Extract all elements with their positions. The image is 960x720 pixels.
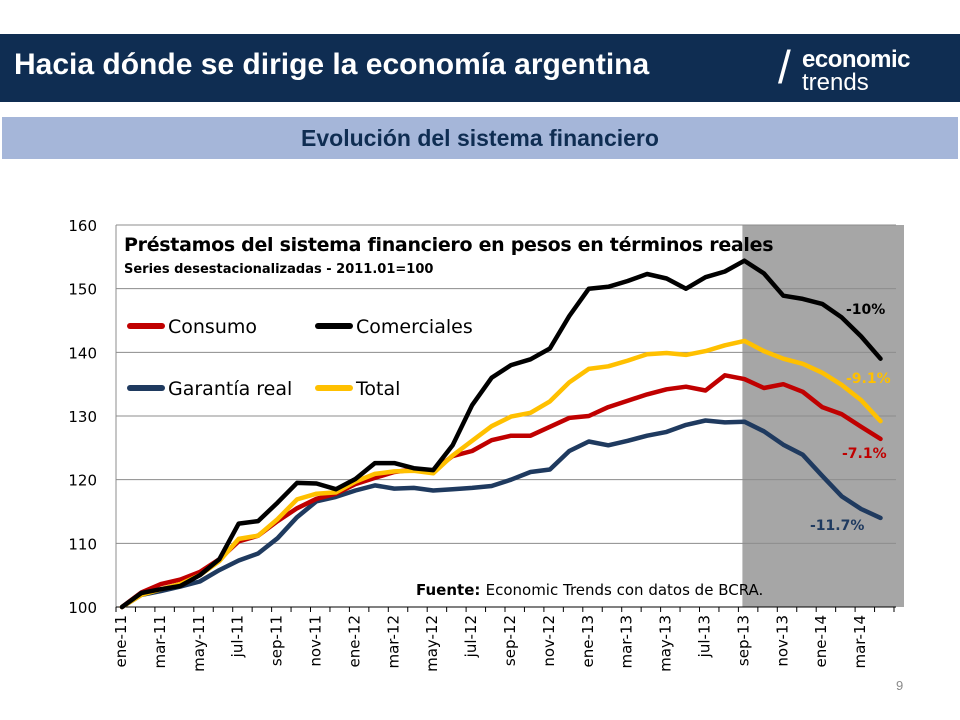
series-line-total [119,338,883,610]
x-tick-label: mar-14 [851,615,869,669]
x-tick-label: jul-12 [462,615,480,658]
change-annotation: -10% [846,302,885,318]
page-title: Hacia dónde se dirige la economía argent… [14,48,650,81]
y-tick-label: 160 [68,217,97,235]
x-tick-label: ene-11 [112,615,130,667]
change-annotation: -11.7% [810,518,864,534]
x-tick-label: mar-13 [618,615,636,669]
legend-label: Total [355,378,400,400]
logo-slash: / [778,41,791,93]
x-tick-label: may-13 [657,615,675,672]
legend-label: Comerciales [356,316,473,338]
y-tick-label: 130 [68,408,97,426]
x-tick-label: sep-12 [501,615,519,666]
legend-label: Consumo [168,316,257,338]
x-tick-label: nov-11 [307,615,325,667]
x-tick-label: may-12 [423,615,441,672]
loans-line-chart: 100 110 120 130 140 150 160 ene-11 mar-11 may-11 j… [68,217,904,672]
series-line-comerciales [119,258,883,610]
x-tick-label: nov-13 [773,615,791,667]
x-tick-label: may-11 [190,615,208,672]
logo-word-trends: trends [802,69,869,96]
y-tick-label: 120 [68,472,97,490]
x-tick-label: ene-14 [812,615,830,667]
y-tick-label: 150 [68,281,97,299]
chart-title: Préstamos del sistema financiero en peso… [124,234,773,256]
series-line-garant-a-real [119,418,883,610]
section-title-bar: Evolución del sistema financiero [2,117,958,159]
logo-word-economic: economic [802,46,911,73]
section-title: Evolución del sistema financiero [301,125,659,151]
x-tick-label: ene-12 [345,615,363,667]
chart-subtitle: Series desestacionalizadas - 2011.01=100 [124,262,433,277]
y-tick-label: 110 [68,535,97,553]
x-tick-label: ene-13 [579,615,597,667]
x-tick-label: mar-11 [151,615,169,669]
x-tick-label: mar-12 [384,615,402,669]
source-text: Economic Trends con datos de BCRA. [486,581,764,599]
y-tick-label: 100 [68,599,97,617]
change-annotation: -7.1% [842,446,887,462]
source-label: Fuente: [416,581,486,599]
x-tick-label: jul-13 [696,615,714,658]
change-annotation: -9.1% [846,371,891,387]
y-tick-label: 140 [68,344,97,362]
x-tick-label: jul-11 [229,615,247,658]
header-bar: Hacia dónde se dirige la economía argent… [0,34,960,102]
chart-source: Fuente: Economic Trends con datos de BCR… [416,581,763,599]
legend-label: Garantía real [168,378,292,400]
x-tick-label: nov-12 [540,615,558,667]
x-tick-label: sep-13 [734,615,752,666]
page-number: 9 [896,678,904,693]
x-tick-label: sep-11 [268,615,286,666]
